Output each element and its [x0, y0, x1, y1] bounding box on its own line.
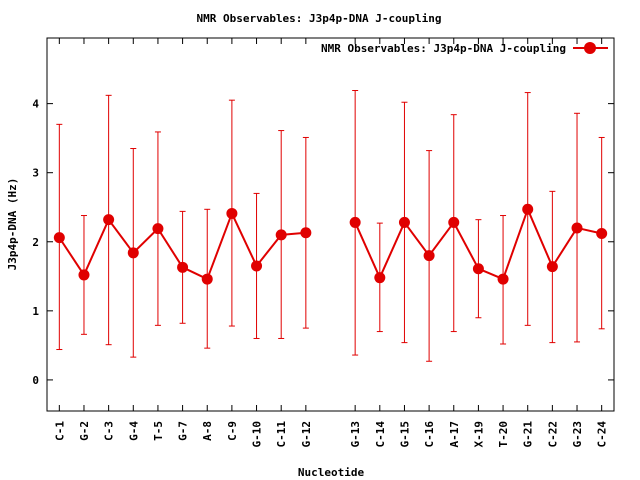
x-tick-label: G-7	[177, 421, 190, 441]
x-tick-label: G-23	[571, 421, 584, 448]
x-tick-label: G-10	[251, 421, 264, 448]
x-axis: C-1 G-2 C-3 G-4 T-5 G-7 A-8 C-9 G-10 C-11 G-12 G-13…	[53, 38, 609, 448]
x-tick-label: G-2	[78, 421, 91, 441]
legend-marker-sample	[584, 42, 596, 54]
y-axis: 0 1 2 3 4	[32, 98, 614, 387]
plot-frame	[46, 37, 615, 412]
data-point	[497, 273, 509, 285]
series-line-segment	[107, 219, 135, 254]
series-line-segment	[132, 227, 159, 254]
data-point	[275, 229, 287, 241]
data-point	[448, 216, 460, 228]
data-point	[522, 203, 534, 215]
series-line-segment	[452, 221, 480, 270]
data-point	[78, 269, 90, 281]
data-point	[472, 263, 484, 275]
series-line-segment	[83, 219, 110, 276]
series-line-segment	[354, 222, 381, 279]
data-point	[226, 207, 238, 219]
data-point	[177, 261, 189, 273]
data-point	[53, 232, 65, 244]
legend-entry-label: NMR Observables: J3p4p-DNA J-coupling	[321, 42, 566, 55]
y-axis-label: J3p4p-DNA (Hz)	[6, 178, 19, 271]
data-point	[103, 214, 115, 226]
legend: NMR Observables: J3p4p-DNA J-coupling	[321, 42, 608, 55]
data-point	[546, 261, 558, 273]
x-tick-label: T-5	[152, 421, 165, 441]
y-tick-label: 0	[32, 374, 39, 387]
series-layer	[53, 89, 608, 362]
data-point	[201, 273, 213, 285]
y-tick-label: 1	[32, 305, 39, 318]
x-tick-label: C-3	[103, 421, 116, 441]
x-tick-label: T-20	[497, 421, 510, 448]
data-point	[596, 227, 608, 239]
series-line-segment	[428, 221, 455, 257]
data-point	[349, 216, 361, 228]
x-tick-label: A-17	[448, 421, 461, 448]
x-tick-label: C-24	[596, 421, 609, 448]
data-point	[251, 260, 263, 272]
data-point	[127, 247, 139, 259]
x-tick-label: G-4	[127, 421, 140, 441]
series-line-segment	[230, 213, 258, 267]
y-tick-label: 4	[32, 98, 39, 111]
x-tick-label: G-21	[522, 421, 535, 448]
data-point	[571, 222, 583, 234]
y-tick-label: 2	[32, 236, 39, 249]
x-tick-label: C-9	[226, 421, 239, 441]
x-tick-label: G-15	[398, 421, 411, 448]
x-tick-label: C-11	[275, 421, 288, 448]
x-tick-label: C-22	[546, 421, 559, 448]
x-tick-label: C-16	[423, 421, 436, 448]
x-tick-label: C-1	[53, 421, 66, 441]
data-point	[152, 223, 164, 235]
series-line-segment	[157, 228, 184, 268]
series-line-segment	[551, 227, 578, 268]
chart-title: NMR Observables: J3p4p-DNA J-coupling	[196, 12, 441, 25]
series-line-segment	[378, 222, 406, 279]
x-tick-label: G-13	[349, 421, 362, 448]
series-line-segment	[58, 237, 85, 276]
series-line-segment	[206, 213, 233, 280]
series-line-segment	[403, 221, 430, 257]
data-point	[300, 227, 312, 239]
x-tick-label: A-8	[201, 421, 214, 441]
y-tick-label: 3	[32, 167, 39, 180]
data-point	[374, 272, 386, 284]
series-line-segment	[526, 208, 554, 268]
x-tick-label: C-14	[374, 421, 387, 448]
series-line-segment	[255, 234, 282, 267]
series-line-segment	[502, 208, 529, 280]
x-tick-label: G-12	[300, 421, 313, 448]
x-axis-label: Nucleotide	[298, 466, 365, 479]
data-point	[423, 250, 435, 262]
data-point	[398, 216, 410, 228]
x-tick-label: X-19	[472, 421, 485, 448]
